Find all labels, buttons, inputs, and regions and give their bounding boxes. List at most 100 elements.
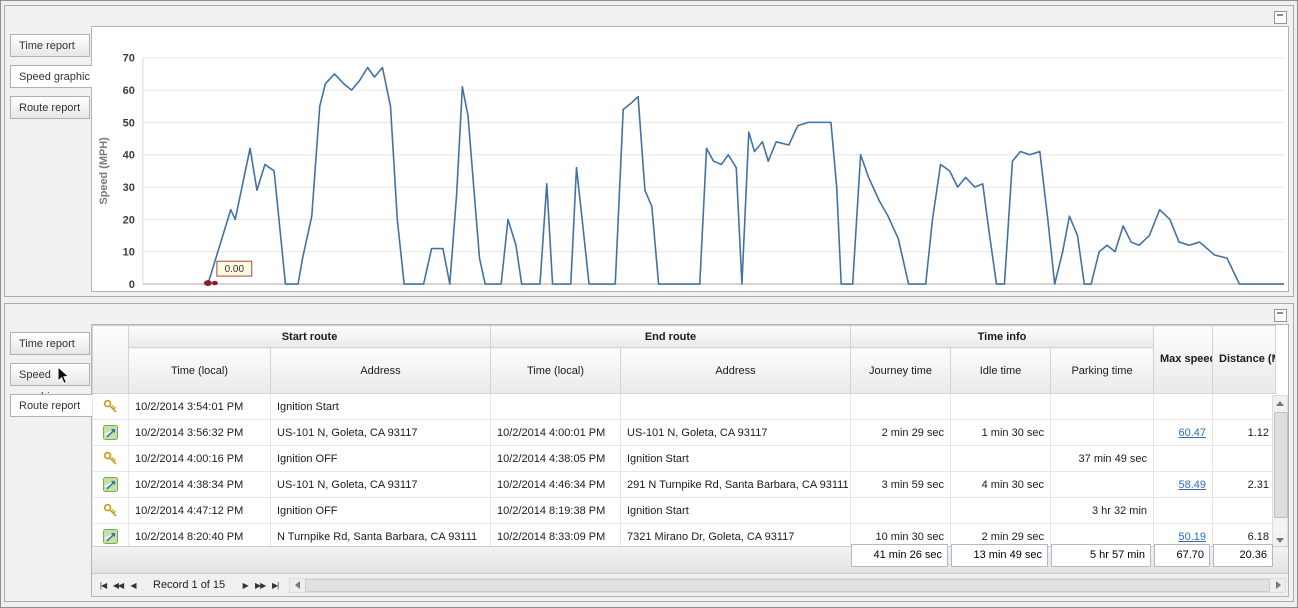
start-time-cell: 10/2/2014 8:20:40 PM	[128, 523, 271, 546]
tab-label: Route report	[19, 102, 81, 114]
scroll-up-icon	[1276, 401, 1284, 406]
start-address-cell: Ignition OFF	[270, 497, 491, 524]
journey-time-cell: 3 min 59 sec	[850, 471, 951, 498]
parking-time-cell	[1049, 419, 1155, 446]
tab-time-report[interactable]: Time report	[10, 332, 90, 355]
scroll-left-button[interactable]	[290, 579, 304, 592]
table-row[interactable]: 10/2/2014 4:47:12 PM Ignition OFF 10/2/201…	[92, 497, 1277, 524]
vertical-scroll-thumb[interactable]	[1274, 412, 1288, 518]
distance-cell: 1.12	[1212, 419, 1277, 446]
column-header-parking-time[interactable]: Parking time	[1049, 347, 1155, 394]
max-speed-cell	[1153, 497, 1214, 524]
table-row[interactable]: 10/2/2014 3:56:32 PM US-101 N, Goleta, CA…	[92, 419, 1277, 446]
tab-route-report[interactable]: Route report	[10, 96, 90, 119]
horizontal-scroll-thumb[interactable]	[305, 578, 1270, 592]
column-header-end-time[interactable]: Time (local)	[490, 347, 621, 394]
start-address-cell: N Turnpike Rd, Santa Barbara, CA 93111	[270, 523, 491, 546]
svg-text:0.00: 0.00	[225, 264, 245, 275]
max-speed-link[interactable]: 60.47	[1178, 426, 1207, 439]
scroll-up-button[interactable]	[1273, 396, 1287, 411]
start-address-cell: US-101 N, Goleta, CA 93117	[270, 419, 491, 446]
speed-chart[interactable]: 0 10 20 30 40 50 60 70 0.00 Speed (MPH)	[91, 26, 1289, 292]
end-time-cell	[490, 393, 621, 420]
journey-time-cell	[850, 497, 951, 524]
key-icon	[103, 399, 118, 413]
svg-text:10: 10	[123, 247, 135, 259]
nav-next-page-button[interactable]: ▶▶	[255, 580, 266, 590]
group-header-start-route[interactable]: Start route	[128, 325, 491, 348]
svg-text:70: 70	[123, 53, 135, 65]
collapse-panel-icon[interactable]	[1274, 11, 1287, 24]
end-address-cell: Ignition Start	[620, 497, 851, 524]
column-header-max-speed[interactable]: Max speed (MPH)	[1153, 325, 1214, 394]
total-max-speed: 67.70	[1154, 544, 1210, 567]
max-speed-cell: 50.19	[1153, 523, 1214, 546]
top-tabstrip: Time report Speed graphic Route report	[10, 34, 94, 127]
start-time-cell: 10/2/2014 4:00:16 PM	[128, 445, 271, 472]
journey-time-cell: 10 min 30 sec	[850, 523, 951, 546]
column-header-idle-time[interactable]: Idle time	[950, 347, 1051, 394]
table-row[interactable]: 10/2/2014 4:38:34 PM US-101 N, Goleta, CA…	[92, 471, 1277, 498]
scroll-right-button[interactable]	[1271, 579, 1285, 592]
nav-next-button[interactable]: ▶	[242, 580, 249, 590]
distance-cell	[1212, 497, 1277, 524]
table-row[interactable]: 10/2/2014 4:00:16 PM Ignition OFF 10/2/201…	[92, 445, 1277, 472]
scroll-down-icon	[1276, 538, 1284, 543]
end-time-cell: 10/2/2014 4:38:05 PM	[490, 445, 621, 472]
column-header-journey-time[interactable]: Journey time	[850, 347, 951, 394]
scroll-right-icon	[1275, 581, 1281, 589]
scroll-down-button[interactable]	[1273, 533, 1287, 546]
end-time-cell: 10/2/2014 8:19:38 PM	[490, 497, 621, 524]
end-address-cell: Ignition Start	[620, 445, 851, 472]
tab-speed-graphic[interactable]: Speed graphic	[10, 65, 92, 88]
tab-label: Time report	[19, 338, 75, 350]
group-header-end-route[interactable]: End route	[490, 325, 851, 348]
tab-route-report[interactable]: Route report	[10, 394, 92, 417]
svg-text:60: 60	[123, 85, 135, 97]
table-row[interactable]: 10/2/2014 8:20:40 PM N Turnpike Rd, Santa…	[92, 523, 1277, 546]
collapse-panel-icon[interactable]	[1274, 309, 1287, 322]
table-row[interactable]: 10/2/2014 3:54:01 PM Ignition Start	[92, 393, 1277, 420]
column-header-start-address[interactable]: Address	[270, 347, 491, 394]
max-speed-link[interactable]: 58.49	[1178, 478, 1207, 491]
column-header-distance[interactable]: Distance (Miles)	[1212, 325, 1277, 394]
total-parking-time: 5 hr 57 min	[1051, 544, 1151, 567]
route-grid-box: Start route End route Time info Max spee…	[91, 324, 1289, 597]
svg-text:20: 20	[123, 214, 135, 226]
tab-time-report[interactable]: Time report	[10, 34, 90, 57]
nav-prev-button[interactable]: ◀	[130, 580, 136, 590]
tab-speed-graphic[interactable]: Speed graphic	[10, 363, 90, 403]
idle-time-cell	[950, 445, 1051, 472]
start-time-cell: 10/2/2014 4:47:12 PM	[128, 497, 271, 524]
max-speed-cell: 60.47	[1153, 419, 1214, 446]
max-speed-link[interactable]: 50.19	[1178, 530, 1207, 543]
distance-cell	[1212, 445, 1277, 472]
key-icon	[103, 503, 118, 517]
column-header-start-time[interactable]: Time (local)	[128, 347, 271, 394]
total-distance: 20.36	[1213, 544, 1273, 567]
idle-time-cell: 1 min 30 sec	[950, 419, 1051, 446]
group-header-time-info[interactable]: Time info	[849, 325, 1155, 348]
speed-line-chart[interactable]: 0 10 20 30 40 50 60 70 0.00 Speed (MPH)	[92, 27, 1288, 291]
nav-last-button[interactable]: ▶|	[272, 580, 279, 590]
bottom-tabstrip: Time report Speed graphic Route report	[10, 332, 94, 425]
tab-label: Route report	[19, 400, 81, 412]
idle-time-cell	[950, 393, 1051, 420]
parking-time-cell	[1049, 471, 1155, 498]
idle-time-cell: 2 min 29 sec	[950, 523, 1051, 546]
start-time-cell: 10/2/2014 3:56:32 PM	[128, 419, 271, 446]
vertical-scrollbar[interactable]	[1272, 395, 1288, 546]
record-counter: Record 1 of 15	[153, 579, 226, 591]
summary-row: 41 min 26 sec 13 min 49 sec 5 hr 57 min …	[92, 544, 1288, 573]
nav-prev-page-button[interactable]: ◀◀	[112, 580, 124, 590]
icon-column-header	[92, 325, 129, 394]
start-address-cell: Ignition OFF	[270, 445, 491, 472]
record-navigator: |◀ ◀◀ ◀ Record 1 of 15 ▶ ▶▶ ▶|	[92, 573, 1288, 596]
horizontal-scrollbar[interactable]	[289, 577, 1286, 593]
column-header-end-address[interactable]: Address	[620, 347, 851, 394]
nav-first-button[interactable]: |◀	[99, 580, 107, 590]
parking-time-cell: 3 hr 32 min	[1049, 497, 1155, 524]
max-speed-cell	[1153, 445, 1214, 472]
idle-time-cell	[950, 497, 1051, 524]
